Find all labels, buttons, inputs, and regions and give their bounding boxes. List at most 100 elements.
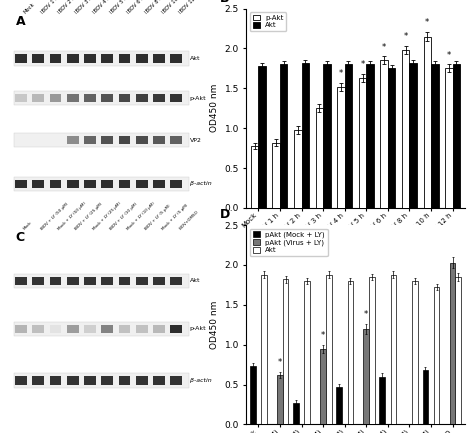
Bar bbox=[320, 349, 326, 424]
Bar bbox=[84, 54, 96, 63]
Bar bbox=[326, 275, 331, 424]
Bar bbox=[171, 376, 182, 385]
Text: Akt: Akt bbox=[190, 278, 200, 284]
Bar bbox=[431, 65, 438, 208]
Text: IBDV 5 h: IBDV 5 h bbox=[109, 0, 128, 15]
Text: VP2: VP2 bbox=[190, 138, 201, 142]
Bar bbox=[67, 136, 79, 144]
Bar bbox=[277, 375, 283, 424]
Bar bbox=[67, 180, 79, 188]
Bar bbox=[412, 281, 418, 424]
Bar bbox=[337, 87, 345, 208]
Bar bbox=[15, 180, 27, 188]
Bar bbox=[32, 376, 44, 385]
Bar bbox=[171, 136, 182, 144]
Bar bbox=[273, 142, 280, 208]
Bar bbox=[101, 180, 113, 188]
Text: β-actin: β-actin bbox=[190, 378, 211, 383]
Bar bbox=[316, 108, 323, 208]
Bar bbox=[101, 325, 113, 333]
Bar bbox=[84, 325, 96, 333]
Bar bbox=[67, 325, 79, 333]
Text: *: * bbox=[278, 358, 282, 367]
Bar bbox=[391, 275, 396, 424]
Bar bbox=[136, 94, 148, 103]
Text: *: * bbox=[425, 18, 429, 27]
Bar bbox=[136, 180, 148, 188]
Bar bbox=[49, 94, 61, 103]
Bar bbox=[118, 136, 130, 144]
Bar bbox=[456, 277, 461, 424]
Bar bbox=[423, 36, 431, 208]
Bar bbox=[171, 277, 182, 285]
Bar bbox=[136, 325, 148, 333]
Bar bbox=[293, 403, 299, 424]
Bar bbox=[345, 65, 352, 208]
Bar bbox=[153, 277, 165, 285]
Bar bbox=[153, 180, 165, 188]
Text: Mock + LY (5 μM): Mock + LY (5 μM) bbox=[161, 203, 189, 231]
Bar bbox=[359, 78, 366, 208]
Bar bbox=[49, 325, 61, 333]
Bar bbox=[101, 376, 113, 385]
Bar bbox=[32, 54, 44, 63]
Bar bbox=[49, 376, 61, 385]
Bar bbox=[14, 177, 189, 191]
Text: IBDV 6 h: IBDV 6 h bbox=[127, 0, 146, 15]
Text: *: * bbox=[364, 310, 368, 319]
Text: *: * bbox=[382, 43, 386, 52]
Bar bbox=[136, 376, 148, 385]
Bar bbox=[251, 145, 258, 208]
Bar bbox=[67, 277, 79, 285]
Text: IBDV 3 h: IBDV 3 h bbox=[74, 0, 94, 15]
Text: β-actin: β-actin bbox=[190, 181, 211, 187]
Bar bbox=[67, 54, 79, 63]
Legend: p-Akt, Akt: p-Akt, Akt bbox=[250, 12, 286, 31]
Text: *: * bbox=[403, 32, 408, 41]
Bar bbox=[136, 54, 148, 63]
Bar bbox=[15, 376, 27, 385]
Bar bbox=[402, 50, 410, 208]
Text: IBDV 8 h: IBDV 8 h bbox=[144, 0, 163, 15]
Bar bbox=[49, 54, 61, 63]
Bar bbox=[434, 288, 439, 424]
Text: *: * bbox=[321, 331, 325, 340]
Text: A: A bbox=[16, 15, 26, 28]
Bar bbox=[84, 94, 96, 103]
Text: B: B bbox=[220, 0, 230, 5]
Text: p-Akt: p-Akt bbox=[190, 96, 206, 101]
Bar bbox=[304, 281, 310, 424]
Bar bbox=[84, 136, 96, 144]
Bar bbox=[118, 376, 130, 385]
Bar bbox=[84, 277, 96, 285]
Bar bbox=[32, 180, 44, 188]
Text: Mock: Mock bbox=[23, 1, 36, 15]
Bar bbox=[369, 277, 375, 424]
Bar bbox=[423, 370, 428, 424]
Text: IBDV + LY (25 μM): IBDV + LY (25 μM) bbox=[74, 202, 104, 231]
Bar bbox=[301, 63, 309, 208]
Bar bbox=[67, 94, 79, 103]
Bar bbox=[15, 54, 27, 63]
Text: *: * bbox=[339, 69, 343, 78]
Bar bbox=[67, 376, 79, 385]
Bar bbox=[250, 366, 255, 424]
Bar bbox=[323, 65, 331, 208]
Bar bbox=[118, 94, 130, 103]
Bar bbox=[14, 373, 189, 388]
Text: Mock + LY (50 μM): Mock + LY (50 μM) bbox=[57, 201, 87, 231]
Text: D: D bbox=[220, 208, 230, 221]
Y-axis label: OD450 nm: OD450 nm bbox=[210, 84, 219, 132]
Bar bbox=[101, 94, 113, 103]
Text: IBDV 2 h: IBDV 2 h bbox=[57, 0, 77, 15]
Bar bbox=[364, 329, 369, 424]
Bar bbox=[380, 377, 385, 424]
Bar bbox=[171, 325, 182, 333]
Bar bbox=[445, 68, 453, 208]
Text: C: C bbox=[16, 231, 25, 244]
Bar bbox=[153, 136, 165, 144]
Bar bbox=[101, 54, 113, 63]
Text: Mock + LY (10 μM): Mock + LY (10 μM) bbox=[127, 201, 156, 231]
Text: IBDV + LY (10 μM): IBDV + LY (10 μM) bbox=[109, 202, 138, 231]
Bar bbox=[410, 63, 417, 208]
